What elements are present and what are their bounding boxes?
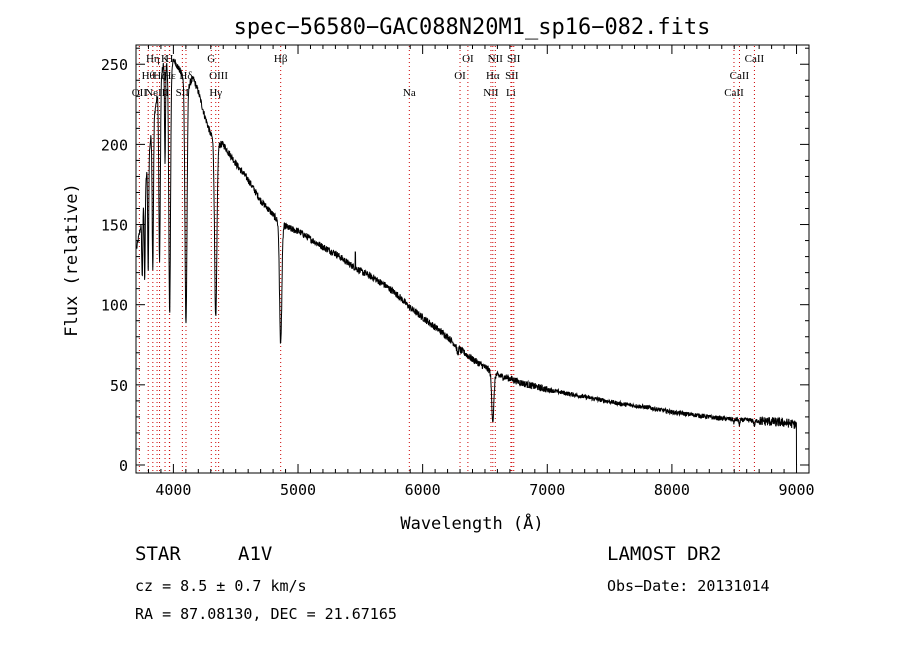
x-tick-label: 7000 bbox=[529, 481, 565, 499]
line-marker-label: Li bbox=[506, 87, 516, 99]
line-marker-label: CaII bbox=[730, 70, 750, 82]
plot-frame bbox=[135, 44, 810, 474]
y-axis: 0 50 100 150 200 250 bbox=[101, 47, 809, 475]
line-marker-label: Hβ bbox=[274, 53, 288, 65]
x-tick-label: 4000 bbox=[155, 481, 191, 499]
x-tick-label: 8000 bbox=[654, 481, 690, 499]
line-marker-label: K bbox=[161, 53, 169, 65]
spectrum-line bbox=[136, 58, 797, 466]
line-marker-label: OI bbox=[454, 70, 466, 82]
coordinates: RA = 87.08130, DEC = 21.67165 bbox=[135, 605, 397, 623]
line-marker-label: NII bbox=[483, 87, 499, 99]
line-marker-label: SII bbox=[505, 70, 519, 82]
line-marker-label: NeIII bbox=[145, 87, 169, 99]
x-axis: 4000 5000 6000 7000 8000 9000 bbox=[135, 45, 815, 499]
line-marker-label: Hα bbox=[486, 70, 500, 82]
x-tick-label: 5000 bbox=[280, 481, 316, 499]
object-class: STAR bbox=[135, 543, 181, 565]
line-marker-label: CaII bbox=[745, 53, 765, 65]
y-tick-label: 200 bbox=[101, 136, 128, 154]
y-axis-label: Flux (relative) bbox=[62, 183, 82, 337]
y-tick-label: 150 bbox=[101, 217, 128, 235]
line-marker-label: Hζ bbox=[153, 70, 166, 82]
x-axis-label: Wavelength (Å) bbox=[400, 512, 543, 534]
line-marker-label: OI bbox=[462, 53, 474, 65]
y-tick-label: 0 bbox=[119, 457, 128, 475]
line-marker-label: CaII bbox=[724, 87, 744, 99]
observation-date: Obs−Date: 20131014 bbox=[607, 577, 770, 595]
line-marker-label: OIII bbox=[209, 70, 228, 82]
chart-title: spec−56580−GAC088N20M1_sp16−082.fits bbox=[234, 15, 711, 40]
line-marker-label: Hη bbox=[146, 53, 160, 65]
y-tick-label: 100 bbox=[101, 297, 128, 315]
x-tick-label: 6000 bbox=[405, 481, 441, 499]
x-tick-label: 9000 bbox=[778, 481, 814, 499]
line-marker-label: SII bbox=[176, 87, 190, 99]
redshift-velocity: cz = 8.5 ± 0.7 km/s bbox=[135, 577, 307, 595]
y-tick-label: 250 bbox=[101, 56, 128, 74]
spectral-subclass: A1V bbox=[238, 543, 273, 565]
line-marker-label: NII bbox=[488, 53, 504, 65]
survey-name: LAMOST DR2 bbox=[607, 543, 722, 565]
line-marker-label: Hγ bbox=[209, 87, 222, 99]
line-marker-label: G bbox=[207, 53, 215, 65]
line-marker-label: Hε bbox=[163, 70, 176, 82]
line-marker-label: Na bbox=[403, 87, 416, 99]
y-tick-label: 50 bbox=[110, 377, 128, 395]
line-marker-label: SII bbox=[507, 53, 521, 65]
line-marker-label: Hθ bbox=[142, 70, 155, 82]
